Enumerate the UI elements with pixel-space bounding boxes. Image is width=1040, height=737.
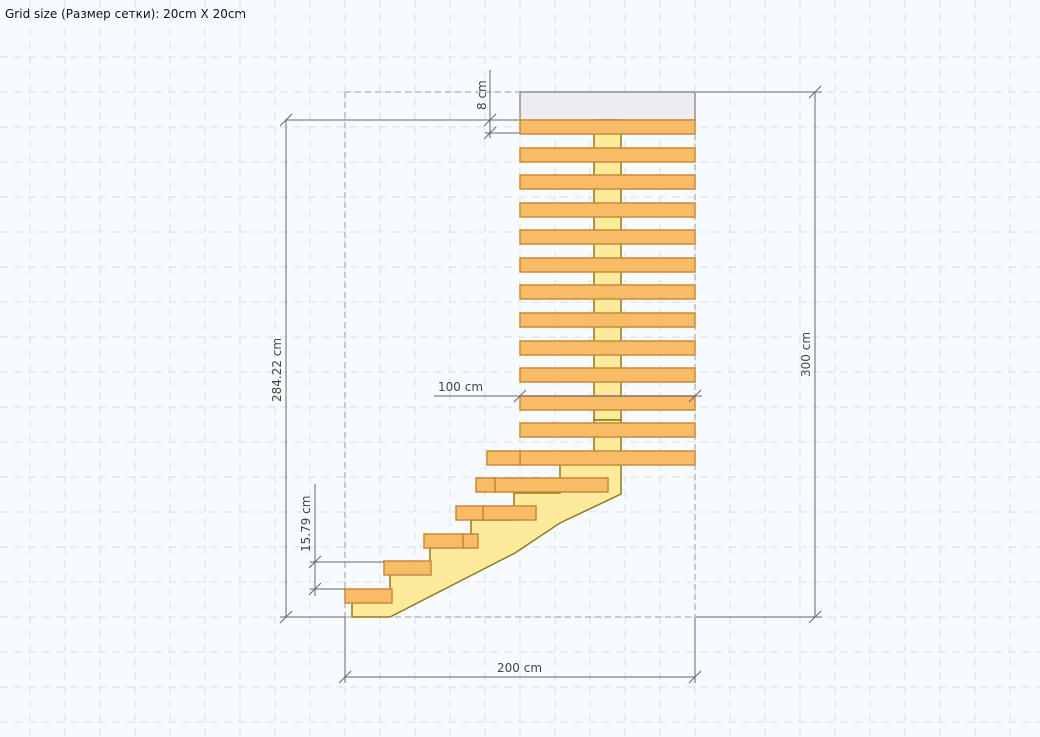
dimension-lines — [279, 70, 822, 684]
tread-2 — [519, 147, 696, 163]
tread-19 — [462, 533, 479, 549]
tread-5 — [519, 229, 696, 245]
tread-8 — [519, 312, 696, 328]
tread-18 — [455, 505, 484, 521]
tread-16 — [475, 477, 496, 493]
tread-11 — [519, 395, 696, 411]
left-height-label: 284.22 cm — [270, 338, 284, 402]
tread-20 — [423, 533, 464, 549]
tread-6 — [519, 257, 696, 273]
right-height-label: 300 cm — [799, 332, 813, 377]
step-width-label: 100 cm — [438, 380, 483, 394]
tread-12 — [519, 422, 696, 438]
riser-height-label: 15.79 cm — [299, 496, 313, 552]
tread-7 — [519, 284, 696, 300]
top-gap-label: 8 cm — [475, 80, 489, 110]
tread-3 — [519, 174, 696, 190]
tread-10 — [519, 367, 696, 383]
tread-21 — [383, 560, 432, 576]
total-length-label: 200 cm — [497, 661, 542, 675]
tread-22 — [344, 588, 393, 604]
tread-17 — [482, 505, 537, 521]
tread-1 — [519, 119, 696, 135]
tread-4 — [519, 202, 696, 218]
treads — [344, 119, 696, 604]
top-platform — [519, 91, 696, 121]
tread-15 — [494, 477, 609, 493]
tread-14 — [486, 450, 521, 466]
tread-9 — [519, 340, 696, 356]
tread-13 — [519, 450, 696, 466]
